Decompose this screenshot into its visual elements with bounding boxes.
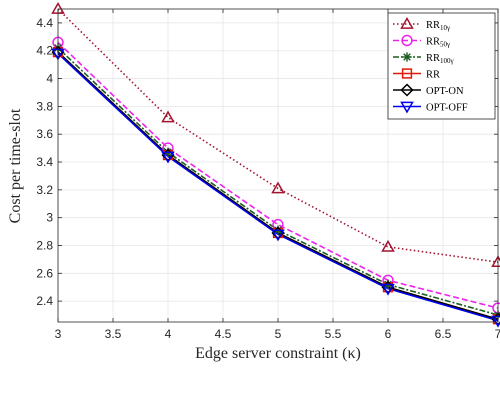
y-tick-label: 3.6 xyxy=(36,127,53,141)
legend-label: RR50γ xyxy=(426,37,450,49)
legend-marker xyxy=(402,52,412,62)
legend-label: RR xyxy=(426,70,440,81)
legend-marker xyxy=(400,16,414,29)
series-line xyxy=(57,47,499,316)
y-tick-label: 2.8 xyxy=(36,238,53,252)
data-point xyxy=(161,110,175,123)
data-point xyxy=(161,151,175,164)
legend-marker xyxy=(400,83,414,97)
legend-label: RR10γ xyxy=(426,20,450,32)
series-line xyxy=(57,41,499,309)
legend-label: OPT-OFF xyxy=(426,103,468,114)
data-point xyxy=(381,283,395,296)
y-tick-label: 4 xyxy=(46,72,53,86)
legend-marker xyxy=(401,34,413,47)
legend-label-subscript: 50γ xyxy=(440,41,450,49)
y-tick-label: 4.2 xyxy=(36,44,53,58)
y-tick-label: 2.4 xyxy=(36,294,53,308)
x-axis-label: Edge server constraint (κ) xyxy=(195,345,361,362)
x-tick-label: 3 xyxy=(55,327,62,341)
y-tick-label: 3 xyxy=(46,211,53,225)
legend-label: RR100γ xyxy=(426,53,454,65)
x-tick-label: 6 xyxy=(385,327,392,341)
legend-box xyxy=(387,12,496,120)
x-tick-label: 3.5 xyxy=(105,327,122,341)
y-tick-label: 4.4 xyxy=(36,16,53,30)
axis-ticks: 3 3.5 4 4.5 5 5.5 6 6.5 7 2.4 2.6 2.8 3 3.2 3.4 3.6 3.8 4… xyxy=(36,9,500,341)
data-point xyxy=(271,229,285,242)
legend-label: OPT-ON xyxy=(426,86,464,97)
legend-label-name: RR xyxy=(426,20,440,31)
y-tick-label: 2.6 xyxy=(36,266,53,280)
legend-marker xyxy=(400,101,414,114)
y-tick-label: 3.4 xyxy=(36,155,53,169)
legend-label-name: RR xyxy=(426,70,440,81)
x-tick-label: 4 xyxy=(165,327,172,341)
legend-label-subscript: 100γ xyxy=(440,57,454,65)
legend-label-name: RR xyxy=(426,37,440,48)
legend-label-subscript: 10γ xyxy=(440,24,450,32)
x-tick-label: 4.5 xyxy=(215,327,232,341)
x-tick-label: 7 xyxy=(495,327,500,341)
y-tick-label: 3.2 xyxy=(36,183,53,197)
x-tick-label: 5 xyxy=(275,327,282,341)
legend-label-name: RR xyxy=(426,53,440,64)
x-tick-label: 6.5 xyxy=(435,327,452,341)
series-line xyxy=(57,8,499,263)
y-tick-label: 3.8 xyxy=(36,99,53,113)
legend-label-name: OPT-ON xyxy=(426,86,464,97)
legend-label-name: OPT-OFF xyxy=(426,103,468,114)
data-point xyxy=(381,239,395,252)
x-tick-label: 5.5 xyxy=(325,327,342,341)
data-point xyxy=(271,181,285,194)
legend-marker xyxy=(401,68,413,79)
y-axis-label: Cost per time-slot xyxy=(7,108,24,223)
